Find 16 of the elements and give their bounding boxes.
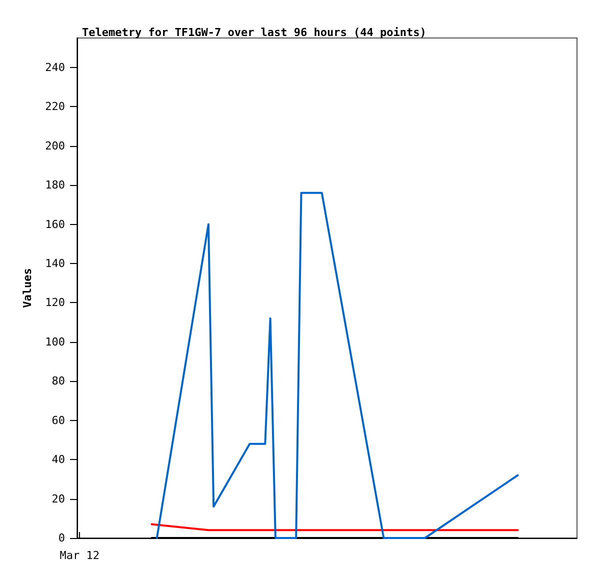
y-tick-label: 120	[45, 296, 65, 310]
x-tick-label: Mar 12	[60, 549, 100, 562]
y-tick-label: 200	[45, 139, 65, 152]
y-tick-label: 240	[45, 60, 65, 74]
y-axis-title: Values	[21, 268, 34, 308]
y-tick-label: 140	[45, 256, 65, 270]
y-tick-label: 180	[45, 178, 65, 192]
chart-title: Telemetry for TF1GW-7 over last 96 hours (44 points)	[82, 26, 426, 39]
y-tick-label: 20	[52, 492, 65, 506]
y-tick-label: 60	[52, 414, 65, 427]
y-tick-label: 0	[58, 532, 65, 544]
y-tick-label: 80	[52, 374, 65, 388]
y-tick-label: 220	[45, 100, 65, 114]
y-tick-label: 40	[52, 453, 65, 466]
y-tick-label: 160	[45, 218, 65, 231]
y-tick-label: 100	[45, 335, 65, 348]
